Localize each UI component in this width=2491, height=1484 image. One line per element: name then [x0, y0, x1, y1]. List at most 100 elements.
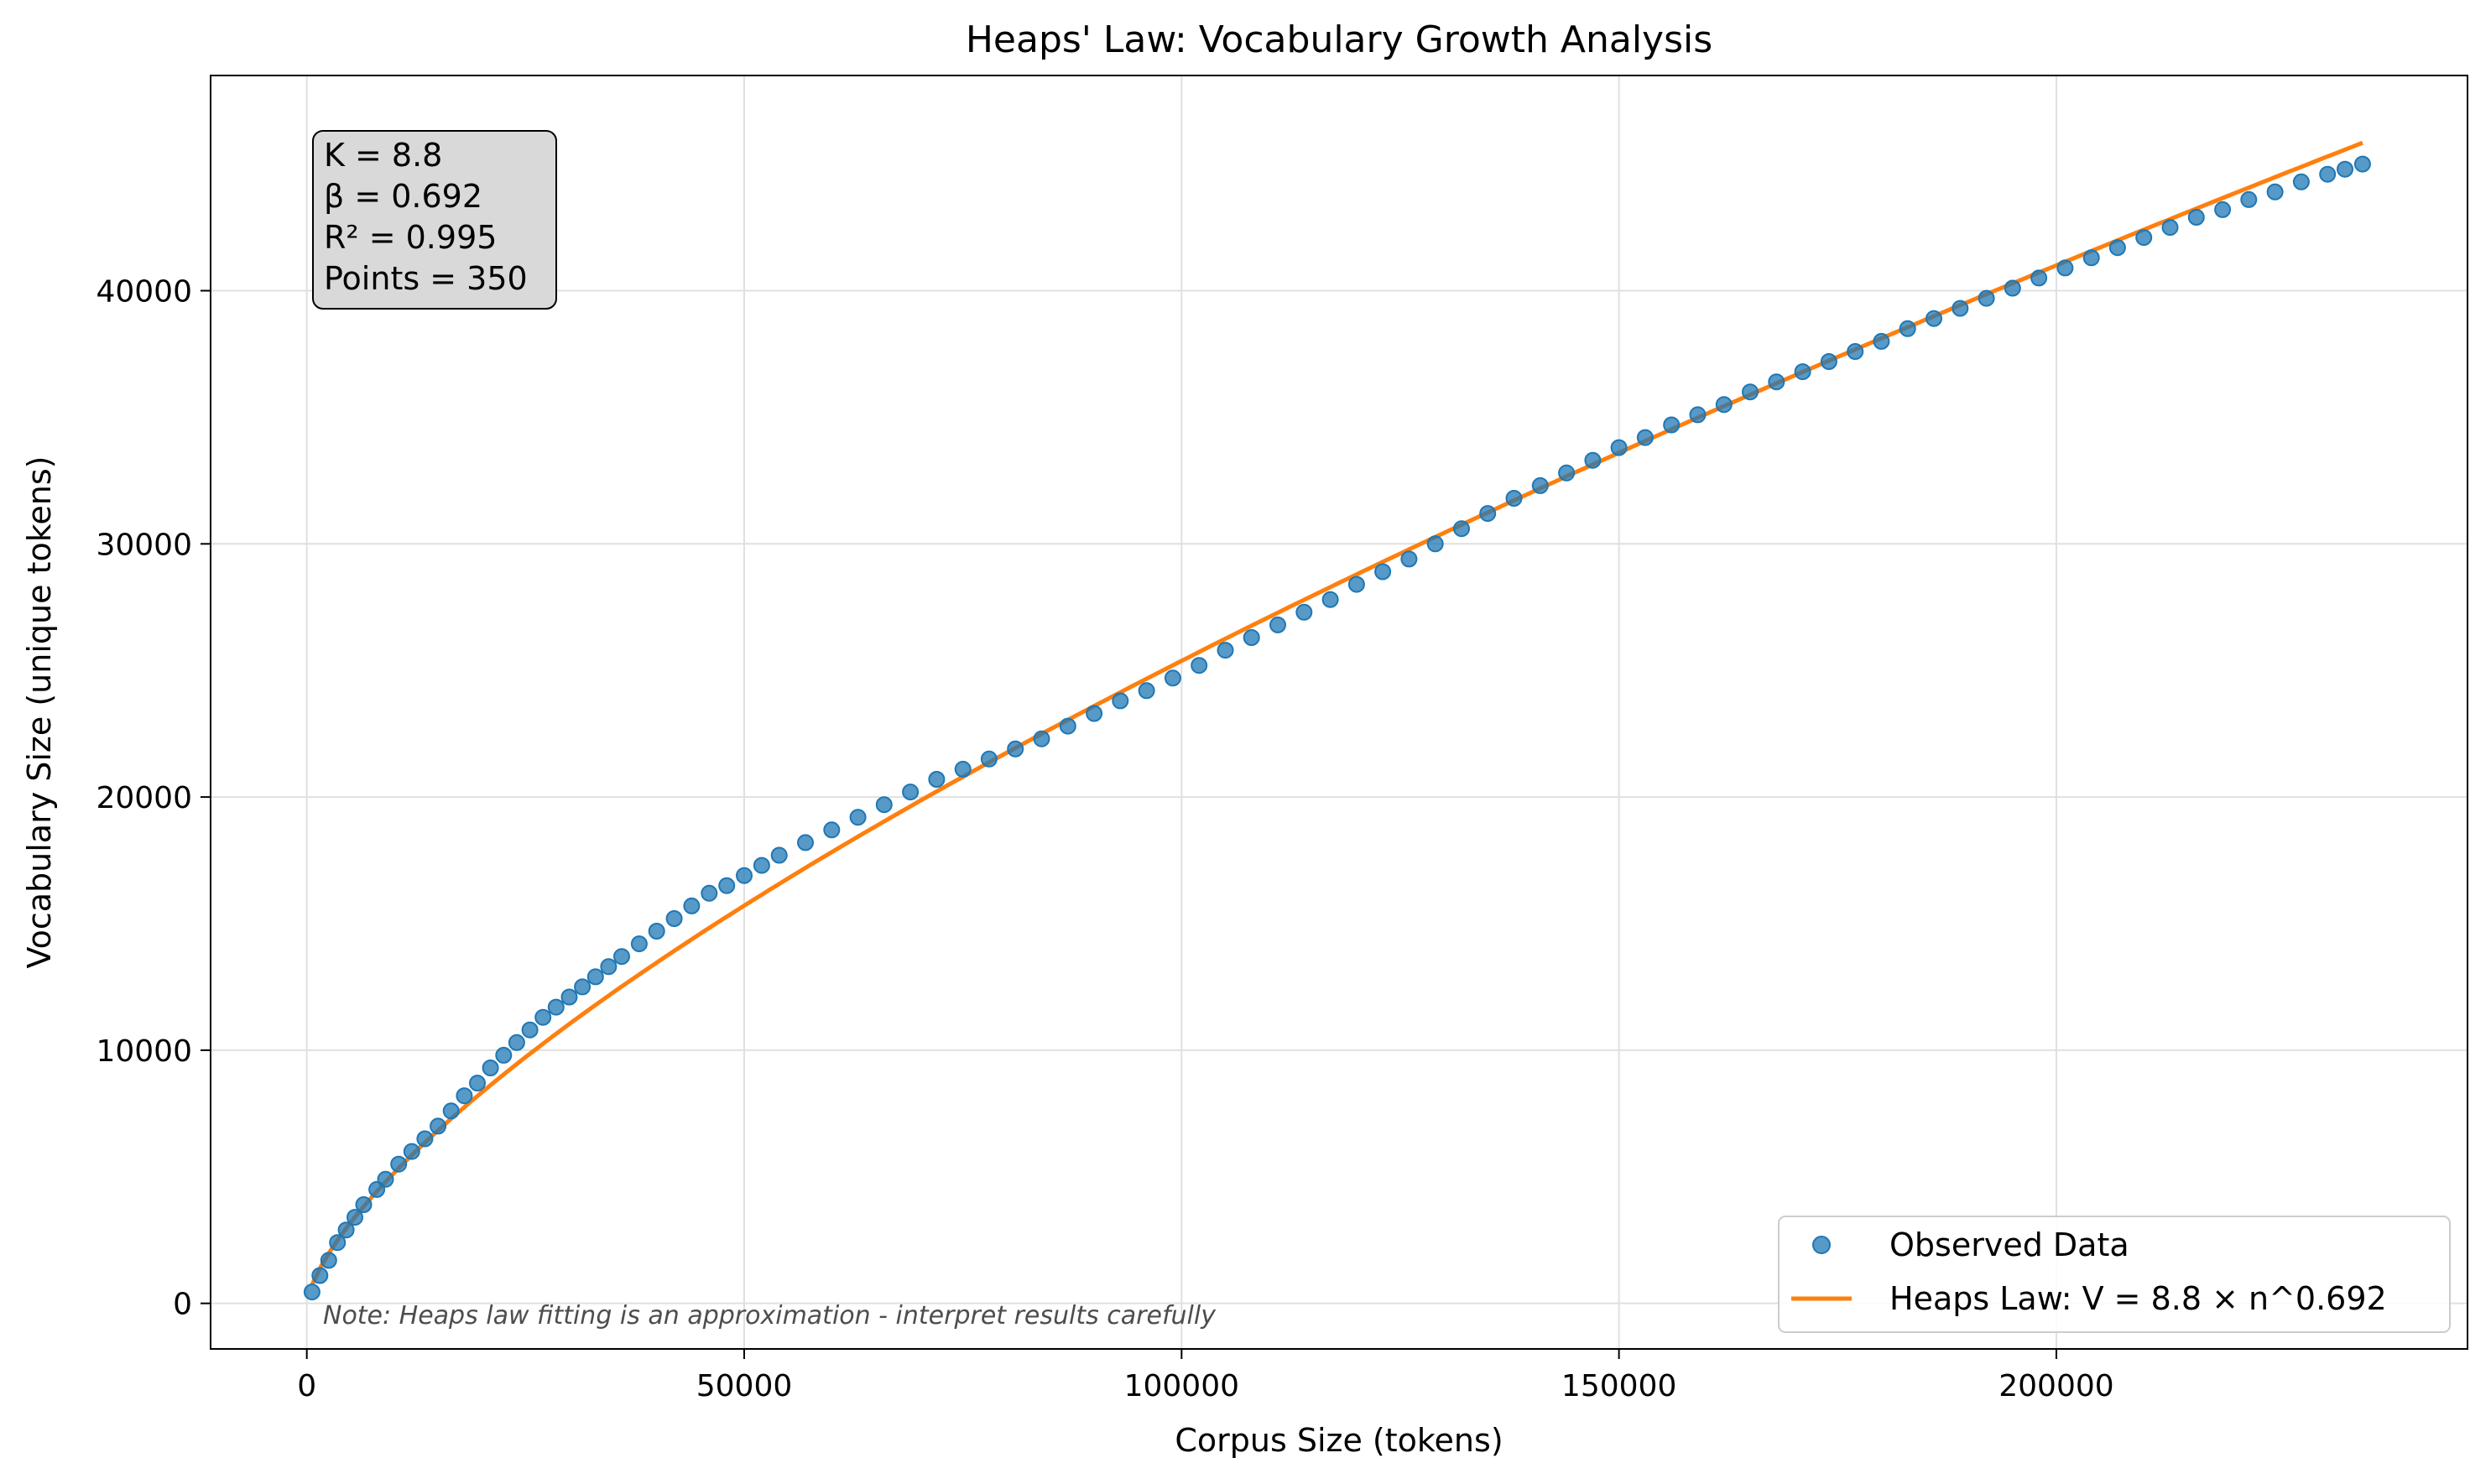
data-point — [1636, 429, 1654, 446]
data-point — [1164, 669, 1181, 687]
data-point — [2292, 173, 2310, 190]
data-point — [1978, 289, 1995, 307]
stats-box-frame — [312, 130, 557, 310]
data-point — [2056, 259, 2074, 277]
data-point — [2214, 200, 2232, 218]
data-point — [560, 988, 578, 1006]
y-axis-ticks: 0 10000 20000 30000 40000 — [96, 275, 211, 1322]
data-point — [1873, 332, 1890, 350]
data-point — [320, 1252, 337, 1269]
data-point — [482, 1060, 499, 1076]
stats-beta: β = 0.692 — [324, 178, 482, 215]
data-point — [1558, 464, 1576, 482]
observed-points — [303, 155, 2371, 1301]
data-point — [1007, 740, 1024, 758]
x-tick-label: 200000 — [1999, 1369, 2113, 1403]
data-point — [1033, 730, 1050, 747]
data-point — [355, 1196, 373, 1213]
y-tick-label: 0 — [173, 1288, 192, 1322]
data-point — [1952, 299, 1969, 317]
data-point — [403, 1143, 420, 1160]
data-point — [1768, 373, 1785, 391]
data-point — [2161, 219, 2179, 237]
data-point — [1453, 520, 1470, 538]
data-point — [1321, 591, 1339, 608]
data-point — [1295, 603, 1313, 621]
data-point — [329, 1234, 347, 1252]
data-point — [2030, 269, 2048, 287]
data-point — [1926, 310, 1942, 327]
data-point — [1243, 629, 1260, 646]
data-point — [2337, 160, 2353, 178]
stats-k: K = 8.8 — [324, 137, 442, 174]
data-point — [2319, 165, 2337, 183]
data-point — [1847, 343, 1864, 360]
data-point — [1584, 451, 1602, 469]
data-point — [1112, 692, 1129, 710]
data-point — [630, 935, 648, 953]
chart-title: Heaps' Law: Vocabulary Growth Analysis — [966, 18, 1712, 61]
data-point — [430, 1117, 447, 1135]
data-point — [2353, 155, 2371, 173]
data-point — [347, 1209, 363, 1226]
data-point — [1715, 396, 1733, 414]
fit-line — [310, 140, 2363, 1286]
data-point — [1479, 505, 1497, 523]
data-point — [390, 1155, 408, 1173]
data-point — [1610, 439, 1628, 456]
data-point — [1505, 490, 1523, 507]
data-point — [311, 1267, 329, 1284]
data-point — [823, 821, 841, 839]
stats-points: Points = 350 — [324, 260, 528, 297]
data-point — [701, 884, 718, 902]
data-point — [377, 1170, 394, 1188]
data-point — [648, 923, 665, 940]
data-point — [508, 1034, 525, 1051]
note-annotation: Note: Heaps law fitting is an approximat… — [323, 1301, 1217, 1330]
x-tick-label: 100000 — [1124, 1369, 1239, 1403]
data-point — [534, 1008, 552, 1026]
data-point — [770, 846, 788, 864]
data-point — [875, 796, 893, 814]
data-point — [456, 1087, 473, 1105]
data-point — [574, 978, 591, 996]
data-point — [2082, 249, 2100, 267]
data-point — [753, 857, 770, 874]
data-point — [1059, 717, 1076, 735]
data-point — [1742, 383, 1759, 401]
data-point — [1217, 642, 1234, 659]
data-point — [1374, 563, 1392, 581]
x-axis-label: Corpus Size (tokens) — [1175, 1422, 1503, 1459]
data-point — [954, 760, 972, 778]
data-point — [586, 968, 604, 986]
data-point — [521, 1021, 539, 1039]
data-point — [1269, 616, 1286, 633]
data-point — [416, 1130, 434, 1148]
x-axis-ticks: 0 50000 100000 150000 200000 — [297, 1349, 2114, 1403]
legend: Observed Data Heaps Law: V = 8.8 × n^0.6… — [1778, 1216, 2451, 1333]
data-point — [1531, 476, 1549, 494]
y-tick-label: 30000 — [96, 528, 192, 562]
data-point — [2004, 279, 2021, 297]
data-point — [1086, 705, 1103, 722]
data-point — [797, 834, 814, 851]
y-axis-label: Vocabulary Size (unique tokens) — [21, 456, 58, 969]
data-point — [1689, 406, 1707, 424]
data-point — [613, 948, 630, 966]
plot-frame — [210, 75, 2468, 1350]
fit-layer — [310, 140, 2363, 1286]
data-point — [495, 1046, 513, 1064]
data-point — [2187, 209, 2205, 226]
legend-observed-marker — [1812, 1236, 1831, 1254]
legend-fit-label: Heaps Law: V = 8.8 × n^0.692 — [1889, 1280, 2387, 1317]
grid-lines — [211, 76, 2468, 1349]
data-point — [1400, 550, 1418, 568]
data-point — [1138, 682, 1155, 700]
data-point — [469, 1075, 486, 1092]
data-point — [1820, 353, 1837, 370]
y-tick-label: 20000 — [96, 781, 192, 815]
data-point — [442, 1102, 460, 1120]
x-tick-label: 0 — [297, 1369, 316, 1403]
data-point — [1899, 320, 1916, 337]
